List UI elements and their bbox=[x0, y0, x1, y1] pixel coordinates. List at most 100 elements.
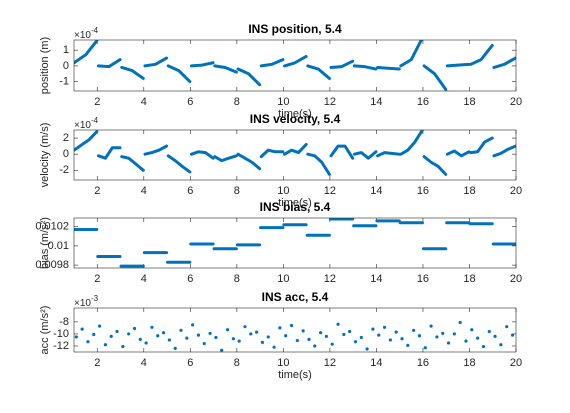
x-tick-label: 8 bbox=[234, 357, 240, 369]
data-point bbox=[231, 337, 235, 341]
data-point bbox=[348, 329, 352, 334]
data-point bbox=[377, 333, 381, 337]
data-point bbox=[109, 334, 113, 338]
data-point bbox=[510, 333, 515, 337]
x-tick-label: 20 bbox=[510, 96, 522, 108]
data-point bbox=[74, 335, 78, 339]
data-point bbox=[156, 334, 160, 338]
axes-frame bbox=[73, 39, 517, 92]
data-point bbox=[260, 340, 265, 344]
data-point bbox=[441, 331, 445, 335]
axes: 2 4 6 8 10 12 14 16 18 20 -12-10-8 INS acc, 5.4 time… bbox=[39, 290, 522, 381]
y-tick-label: -2 bbox=[59, 164, 69, 176]
axes-title: INS bias, 5.4 bbox=[260, 200, 331, 214]
x-tick-label: 16 bbox=[417, 357, 429, 369]
x-tick-label: 10 bbox=[277, 273, 289, 285]
data-point bbox=[435, 335, 439, 339]
data-point bbox=[80, 327, 84, 331]
data-line bbox=[74, 130, 516, 176]
x-tick-label: 2 bbox=[94, 185, 100, 197]
multiplier-base: ×10 bbox=[74, 30, 91, 41]
data-point bbox=[481, 344, 486, 349]
axes-background bbox=[74, 218, 516, 268]
x-tick-label: 4 bbox=[141, 96, 147, 108]
data-point bbox=[127, 332, 131, 336]
axes-background bbox=[74, 308, 516, 352]
x-tick-label: 12 bbox=[324, 357, 336, 369]
y-tick-label: -1 bbox=[59, 75, 69, 87]
data-point bbox=[255, 330, 259, 334]
data-point bbox=[214, 335, 218, 340]
data-point bbox=[150, 325, 154, 329]
axes: 2 4 6 8 10 12 14 16 18 20 0.0098 0.01 0.0102 INS bias… bbox=[35, 200, 522, 285]
data-point bbox=[458, 320, 462, 325]
data-point bbox=[237, 339, 241, 343]
data-point bbox=[144, 341, 148, 345]
x-axis-label: time(s) bbox=[278, 369, 312, 381]
x-tick-label: 18 bbox=[463, 273, 475, 285]
x-axis-label: time(s) bbox=[278, 108, 312, 120]
x-tick-label: 14 bbox=[370, 185, 382, 197]
data-point bbox=[266, 335, 270, 339]
y-tick-label: 1 bbox=[63, 44, 69, 56]
data-point bbox=[505, 325, 509, 329]
x-tick-label: 8 bbox=[234, 96, 240, 108]
data-point bbox=[324, 334, 329, 338]
x-tick-label: 12 bbox=[324, 273, 336, 285]
data-point bbox=[423, 346, 427, 350]
y-tick-label: -12 bbox=[53, 340, 69, 352]
x-tick-label: 20 bbox=[510, 273, 522, 285]
data-point bbox=[487, 329, 491, 334]
data-point bbox=[138, 337, 142, 341]
data-point bbox=[196, 333, 201, 337]
axes: 2 4 6 8 10 12 14 16 18 20 -1 0 1 INS position, 5.4 tim… bbox=[39, 22, 522, 120]
x-tick-label: 16 bbox=[417, 185, 429, 197]
data-point bbox=[225, 328, 230, 332]
y-tick-label: 0.01 bbox=[48, 240, 69, 252]
data-point bbox=[132, 326, 137, 331]
data-point bbox=[499, 343, 503, 347]
x-tick-label: 8 bbox=[234, 185, 240, 197]
multiplier-base: ×10 bbox=[74, 120, 91, 131]
data-point bbox=[353, 340, 358, 344]
plot-area bbox=[74, 218, 516, 268]
plot-area bbox=[74, 40, 516, 91]
data-point bbox=[365, 347, 369, 351]
data-line bbox=[74, 40, 516, 91]
data-point bbox=[278, 326, 282, 330]
data-point bbox=[406, 343, 410, 347]
x-tick-label: 18 bbox=[463, 185, 475, 197]
x-tick-label: 18 bbox=[463, 96, 475, 108]
data-point bbox=[464, 339, 468, 343]
x-tick-label: 20 bbox=[510, 185, 522, 197]
data-point bbox=[476, 336, 480, 340]
data-point bbox=[289, 323, 294, 328]
data-point bbox=[208, 331, 212, 335]
x-tick-label: 8 bbox=[234, 273, 240, 285]
axis-multiplier: ×10-3 bbox=[74, 294, 99, 309]
axis-multiplier: ×10-4 bbox=[74, 26, 99, 41]
x-axis-label: time(s) bbox=[278, 197, 312, 209]
data-point bbox=[371, 327, 375, 331]
data-point bbox=[191, 323, 195, 327]
data-point bbox=[307, 337, 311, 341]
axes-frame bbox=[73, 307, 517, 353]
x-tick-label: 12 bbox=[324, 96, 336, 108]
x-tick-label: 6 bbox=[187, 273, 193, 285]
data-point bbox=[301, 329, 305, 333]
x-tick-label: 2 bbox=[94, 96, 100, 108]
data-point bbox=[243, 325, 247, 329]
axes-frame bbox=[73, 129, 517, 181]
data-line bbox=[74, 218, 516, 268]
x-tick-label: 14 bbox=[370, 357, 382, 369]
y-axis-label: position (m) bbox=[39, 37, 51, 94]
data-point bbox=[493, 334, 497, 338]
data-point bbox=[173, 346, 177, 350]
multiplier-power: -4 bbox=[91, 26, 99, 35]
data-point bbox=[86, 340, 90, 344]
x-tick-label: 4 bbox=[141, 357, 147, 369]
data-point bbox=[179, 328, 183, 332]
axes-frame bbox=[73, 217, 517, 269]
data-point bbox=[161, 331, 166, 335]
